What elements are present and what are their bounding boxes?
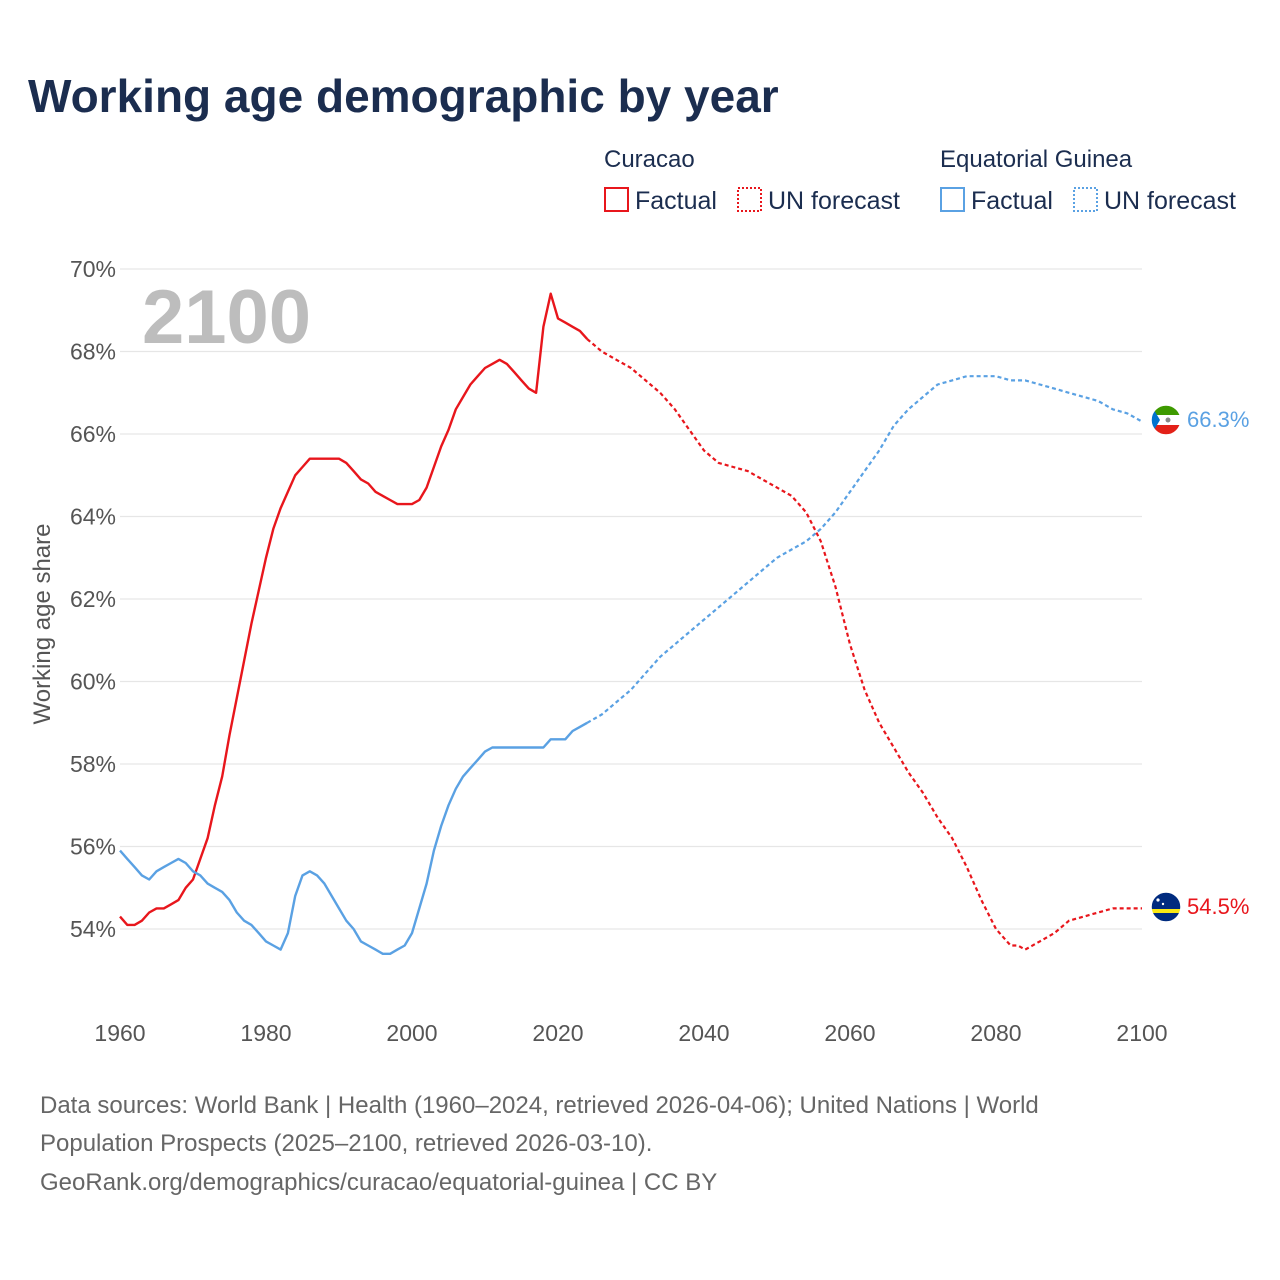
x-tick-label: 2060 (824, 1020, 875, 1046)
source-line-2: Population Prospects (2025–2100, retriev… (40, 1130, 652, 1157)
legend: Curacao Factual UN forecast Equatorial G… (604, 146, 1236, 215)
x-tick-label: 2000 (386, 1020, 437, 1046)
x-tick-label: 1960 (94, 1020, 145, 1046)
source-line-1: Data sources: World Bank | Health (1960–… (40, 1092, 1039, 1119)
source-line-3[interactable]: GeoRank.org/demographics/curacao/equator… (40, 1169, 717, 1196)
legend-swatch-curacao-factual (604, 187, 629, 212)
x-tick-label: 2080 (970, 1020, 1021, 1046)
series-line-curacao-forecast (586, 338, 1142, 951)
series-line-curacao-factual (119, 292, 589, 927)
x-tick-label: 2040 (678, 1020, 729, 1046)
flag-equatorial-guinea-icon (1150, 404, 1182, 436)
end-value-label-equatorial-guinea: 66.3% (1187, 407, 1249, 432)
legend-group-curacao: Curacao (604, 146, 695, 173)
y-tick-label: 66% (70, 421, 116, 447)
y-tick-label: 62% (70, 586, 116, 612)
legend-label-eg-forecast: UN forecast (1104, 187, 1236, 215)
legend-swatch-eg-factual (940, 187, 965, 212)
series-line-equatorial-guinea-factual (119, 721, 588, 955)
y-tick-label: 60% (70, 669, 116, 695)
x-axis-ticks: 1960 1980 2000 2020 2040 2060 2080 2100 (94, 1020, 1167, 1046)
y-axis-label: Working age share (29, 524, 56, 725)
legend-swatch-eg-forecast (1073, 187, 1098, 212)
legend-label-curacao-forecast: UN forecast (768, 187, 900, 215)
series-line-equatorial-guinea-forecast (586, 375, 1143, 724)
y-tick-label: 64% (70, 504, 116, 530)
x-tick-label: 2020 (532, 1020, 583, 1046)
series (119, 292, 1143, 955)
x-tick-label: 2100 (1116, 1020, 1167, 1046)
legend-group-equatorial-guinea: Equatorial Guinea (940, 146, 1133, 173)
data-source-note: Data sources: World Bank | Health (1960–… (40, 1092, 1039, 1196)
y-axis-ticks: 54% 56% 58% 60% 62% 64% 66% 68% 70% (70, 256, 116, 942)
legend-swatch-curacao-forecast (737, 187, 762, 212)
grid-lines (120, 268, 1142, 930)
x-tick-label: 1980 (240, 1020, 291, 1046)
flag-curacao-icon (1150, 891, 1182, 923)
y-tick-label: 68% (70, 339, 116, 365)
y-tick-label: 70% (70, 256, 116, 282)
year-indicator: 2100 (142, 275, 311, 360)
y-tick-label: 54% (70, 916, 116, 942)
chart-title: Working age demographic by year (28, 70, 779, 122)
y-tick-label: 58% (70, 751, 116, 777)
legend-label-curacao-factual: Factual (635, 187, 717, 215)
legend-label-eg-factual: Factual (971, 187, 1053, 215)
end-value-label-curacao: 54.5% (1187, 894, 1249, 919)
y-tick-label: 56% (70, 834, 116, 860)
